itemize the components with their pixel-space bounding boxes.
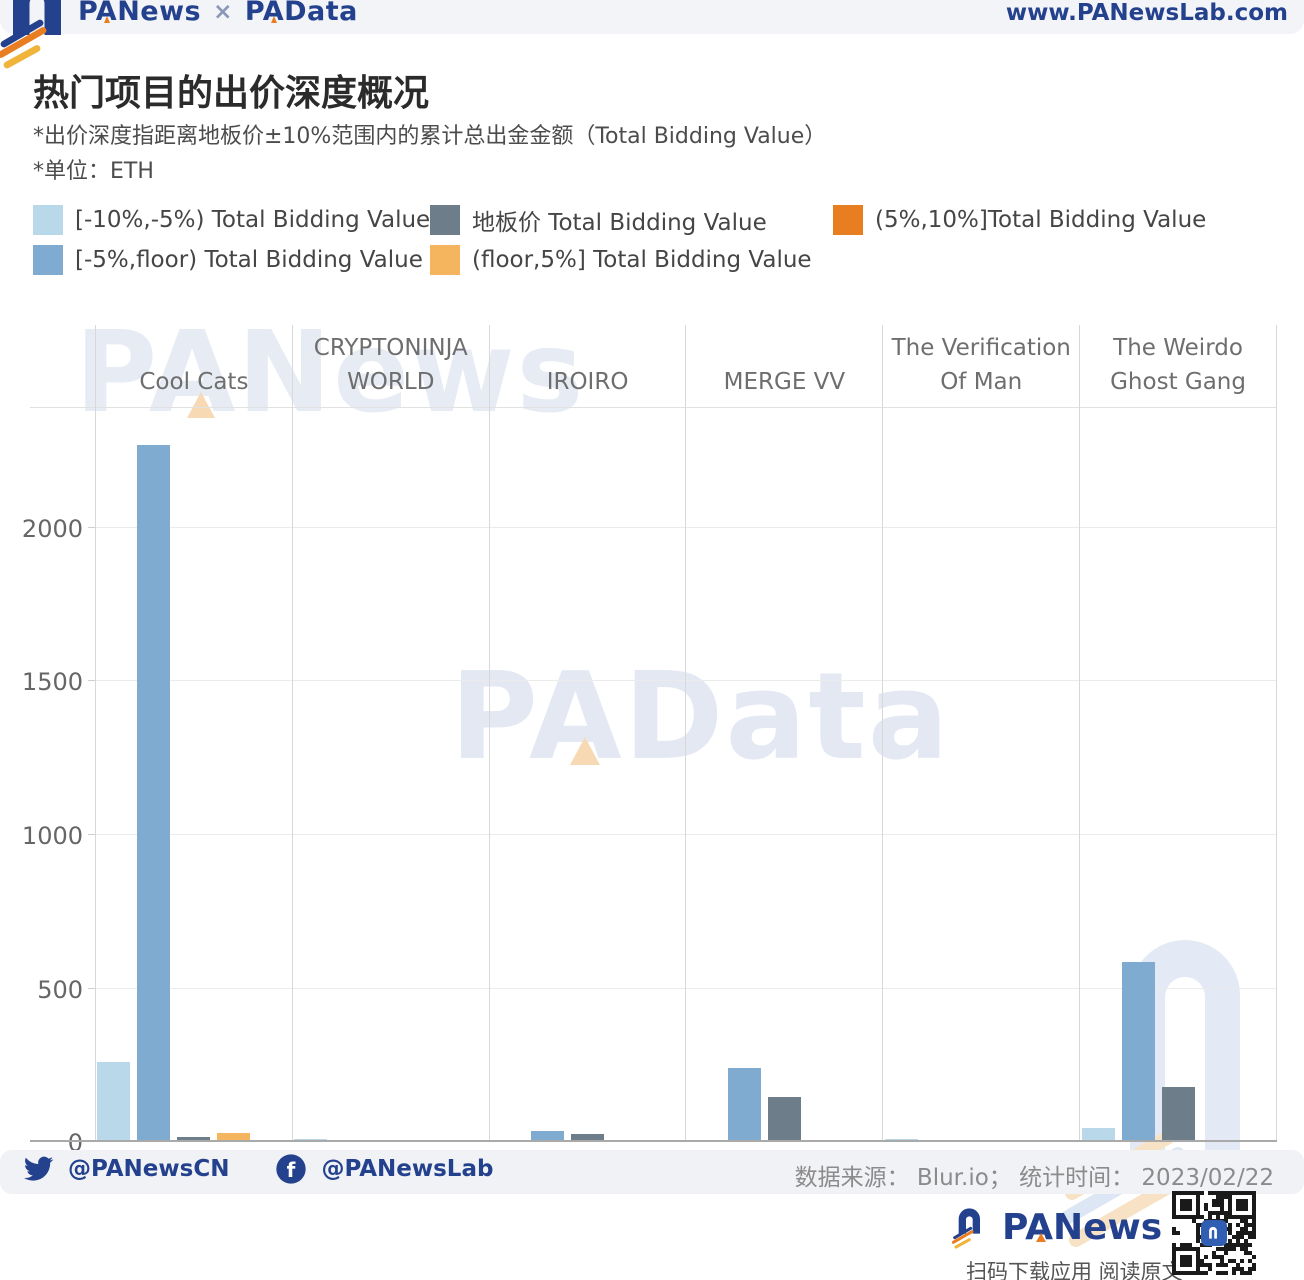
y-axis-label: 2000 <box>21 514 83 543</box>
y-axis-label: 500 <box>37 975 83 1004</box>
twitter-handle: @PANewsCN <box>68 1156 230 1182</box>
category-label: The Weirdo Ghost Gang <box>1110 335 1246 395</box>
brand-wordmark: PANews × PAData <box>78 0 358 27</box>
category-label: The Verification Of Man <box>891 335 1071 395</box>
social-row: @PANewsCN f @PANewsLab <box>22 1153 539 1185</box>
category-plot <box>490 407 686 1142</box>
chart-top-border <box>30 407 1277 408</box>
legend-label: (5%,10%]Total Bidding Value <box>875 207 1207 233</box>
brand-separator: × <box>213 0 233 25</box>
website-url: www.PANewsLab.com <box>1005 0 1288 26</box>
legend-label: [-5%,floor) Total Bidding Value <box>75 247 423 273</box>
facebook-icon: f <box>275 1153 307 1185</box>
unit-note: *单位：ETH <box>33 159 154 184</box>
category-plot <box>883 407 1079 1142</box>
category-panel-4: The Verification Of Man <box>882 325 1079 1142</box>
category-plot <box>1080 407 1276 1142</box>
bar-series3-cat0 <box>217 1133 251 1142</box>
legend: [-10%,-5%) Total Bidding Value [-5%,floor… <box>33 200 1206 280</box>
watermark-panews: PANews <box>75 308 586 438</box>
twitter-icon <box>22 1153 54 1185</box>
legend-item: [-5%,floor) Total Bidding Value <box>33 240 430 280</box>
footer-strip <box>0 1150 1304 1194</box>
bar-series1-cat0 <box>137 445 171 1142</box>
legend-swatch-0 <box>33 205 63 235</box>
page-title: 热门项目的出价深度概况 <box>33 73 430 114</box>
svg-text:f: f <box>287 1158 296 1182</box>
legend-item: (floor,5%] Total Bidding Value <box>430 240 833 280</box>
category-panel-3: MERGE VV <box>685 325 882 1142</box>
category-plot <box>293 407 489 1142</box>
legend-swatch-2 <box>430 205 460 235</box>
panews-n-icon <box>951 1200 992 1254</box>
legend-label: 地板价 Total Bidding Value <box>472 210 767 236</box>
brand-panews: PANews <box>78 0 201 27</box>
category-plot <box>686 407 882 1142</box>
bar-series2-cat5 <box>1161 1087 1195 1142</box>
footer-logo: PANews <box>951 1200 1163 1254</box>
header-strip <box>0 0 1304 34</box>
y-axis-tick <box>88 680 95 682</box>
qr-code <box>1172 1191 1256 1275</box>
watermark-padata: PAData <box>450 648 951 787</box>
category-label: IROIRO <box>546 368 629 395</box>
bar-series2-cat2 <box>571 1134 605 1142</box>
y-axis-label: 1000 <box>21 821 83 850</box>
category-plot <box>96 407 292 1142</box>
category-label: CRYPTONINJA WORLD <box>313 335 468 395</box>
x-axis-line <box>30 1140 1277 1142</box>
legend-item: [-10%,-5%) Total Bidding Value <box>33 200 430 240</box>
panews-logo-icon <box>0 0 88 75</box>
bar-series0-cat5 <box>1081 1128 1115 1142</box>
legend-swatch-1 <box>33 245 63 275</box>
y-axis-tick <box>88 833 95 835</box>
category-panel-5: The Weirdo Ghost Gang <box>1079 325 1277 1142</box>
bar-series1-cat5 <box>1121 962 1155 1142</box>
bar-series2-cat3 <box>767 1097 801 1142</box>
category-panel-1: CRYPTONINJA WORLD <box>291 325 489 1142</box>
y-axis: 0 500 1000 1500 2000 <box>22 325 95 1157</box>
y-axis-tick <box>88 526 95 528</box>
legend-item: (5%,10%]Total Bidding Value <box>833 200 1206 240</box>
bar-series2-cat0 <box>177 1137 211 1142</box>
category-panel-0: Cool Cats <box>95 325 292 1142</box>
data-source-note: 数据来源： Blur.io； 统计时间： 2023/02/22 <box>794 1165 1274 1191</box>
category-label: MERGE VV <box>723 368 846 395</box>
y-axis-tick <box>88 987 95 989</box>
legend-swatch-4 <box>833 205 863 235</box>
y-axis-label: 1500 <box>21 668 83 697</box>
category-panel-2: IROIRO <box>488 325 686 1142</box>
chart-panels: Cool Cats CRYPTONINJA WORLD IROIRO MERGE VV… <box>95 325 1277 1142</box>
subtitle-note: *出价深度指距离地板价±10%范围内的累计总出金金额（Total Bidding… <box>33 124 827 149</box>
legend-label: [-10%,-5%) Total Bidding Value <box>75 207 431 233</box>
legend-label: (floor,5%] Total Bidding Value <box>472 247 812 273</box>
brand-padata: PAData <box>245 0 358 27</box>
bar-series1-cat2 <box>531 1131 565 1142</box>
legend-swatch-3 <box>430 245 460 275</box>
footer-brand-text: PANews <box>1002 1206 1163 1248</box>
facebook-handle: @PANewsLab <box>321 1156 494 1182</box>
bar-chart: 0 500 1000 1500 2000 Cool Cats CRYPTONINJA WO… <box>22 325 1277 1157</box>
bar-series0-cat0 <box>97 1062 131 1142</box>
bar-series1-cat3 <box>727 1068 761 1142</box>
qr-center-logo-icon <box>1201 1220 1227 1246</box>
legend-item: 地板价 Total Bidding Value <box>430 200 833 240</box>
footer-tagline: 扫码下载应用 阅读原文 <box>966 1260 1183 1280</box>
category-label: Cool Cats <box>139 368 249 395</box>
